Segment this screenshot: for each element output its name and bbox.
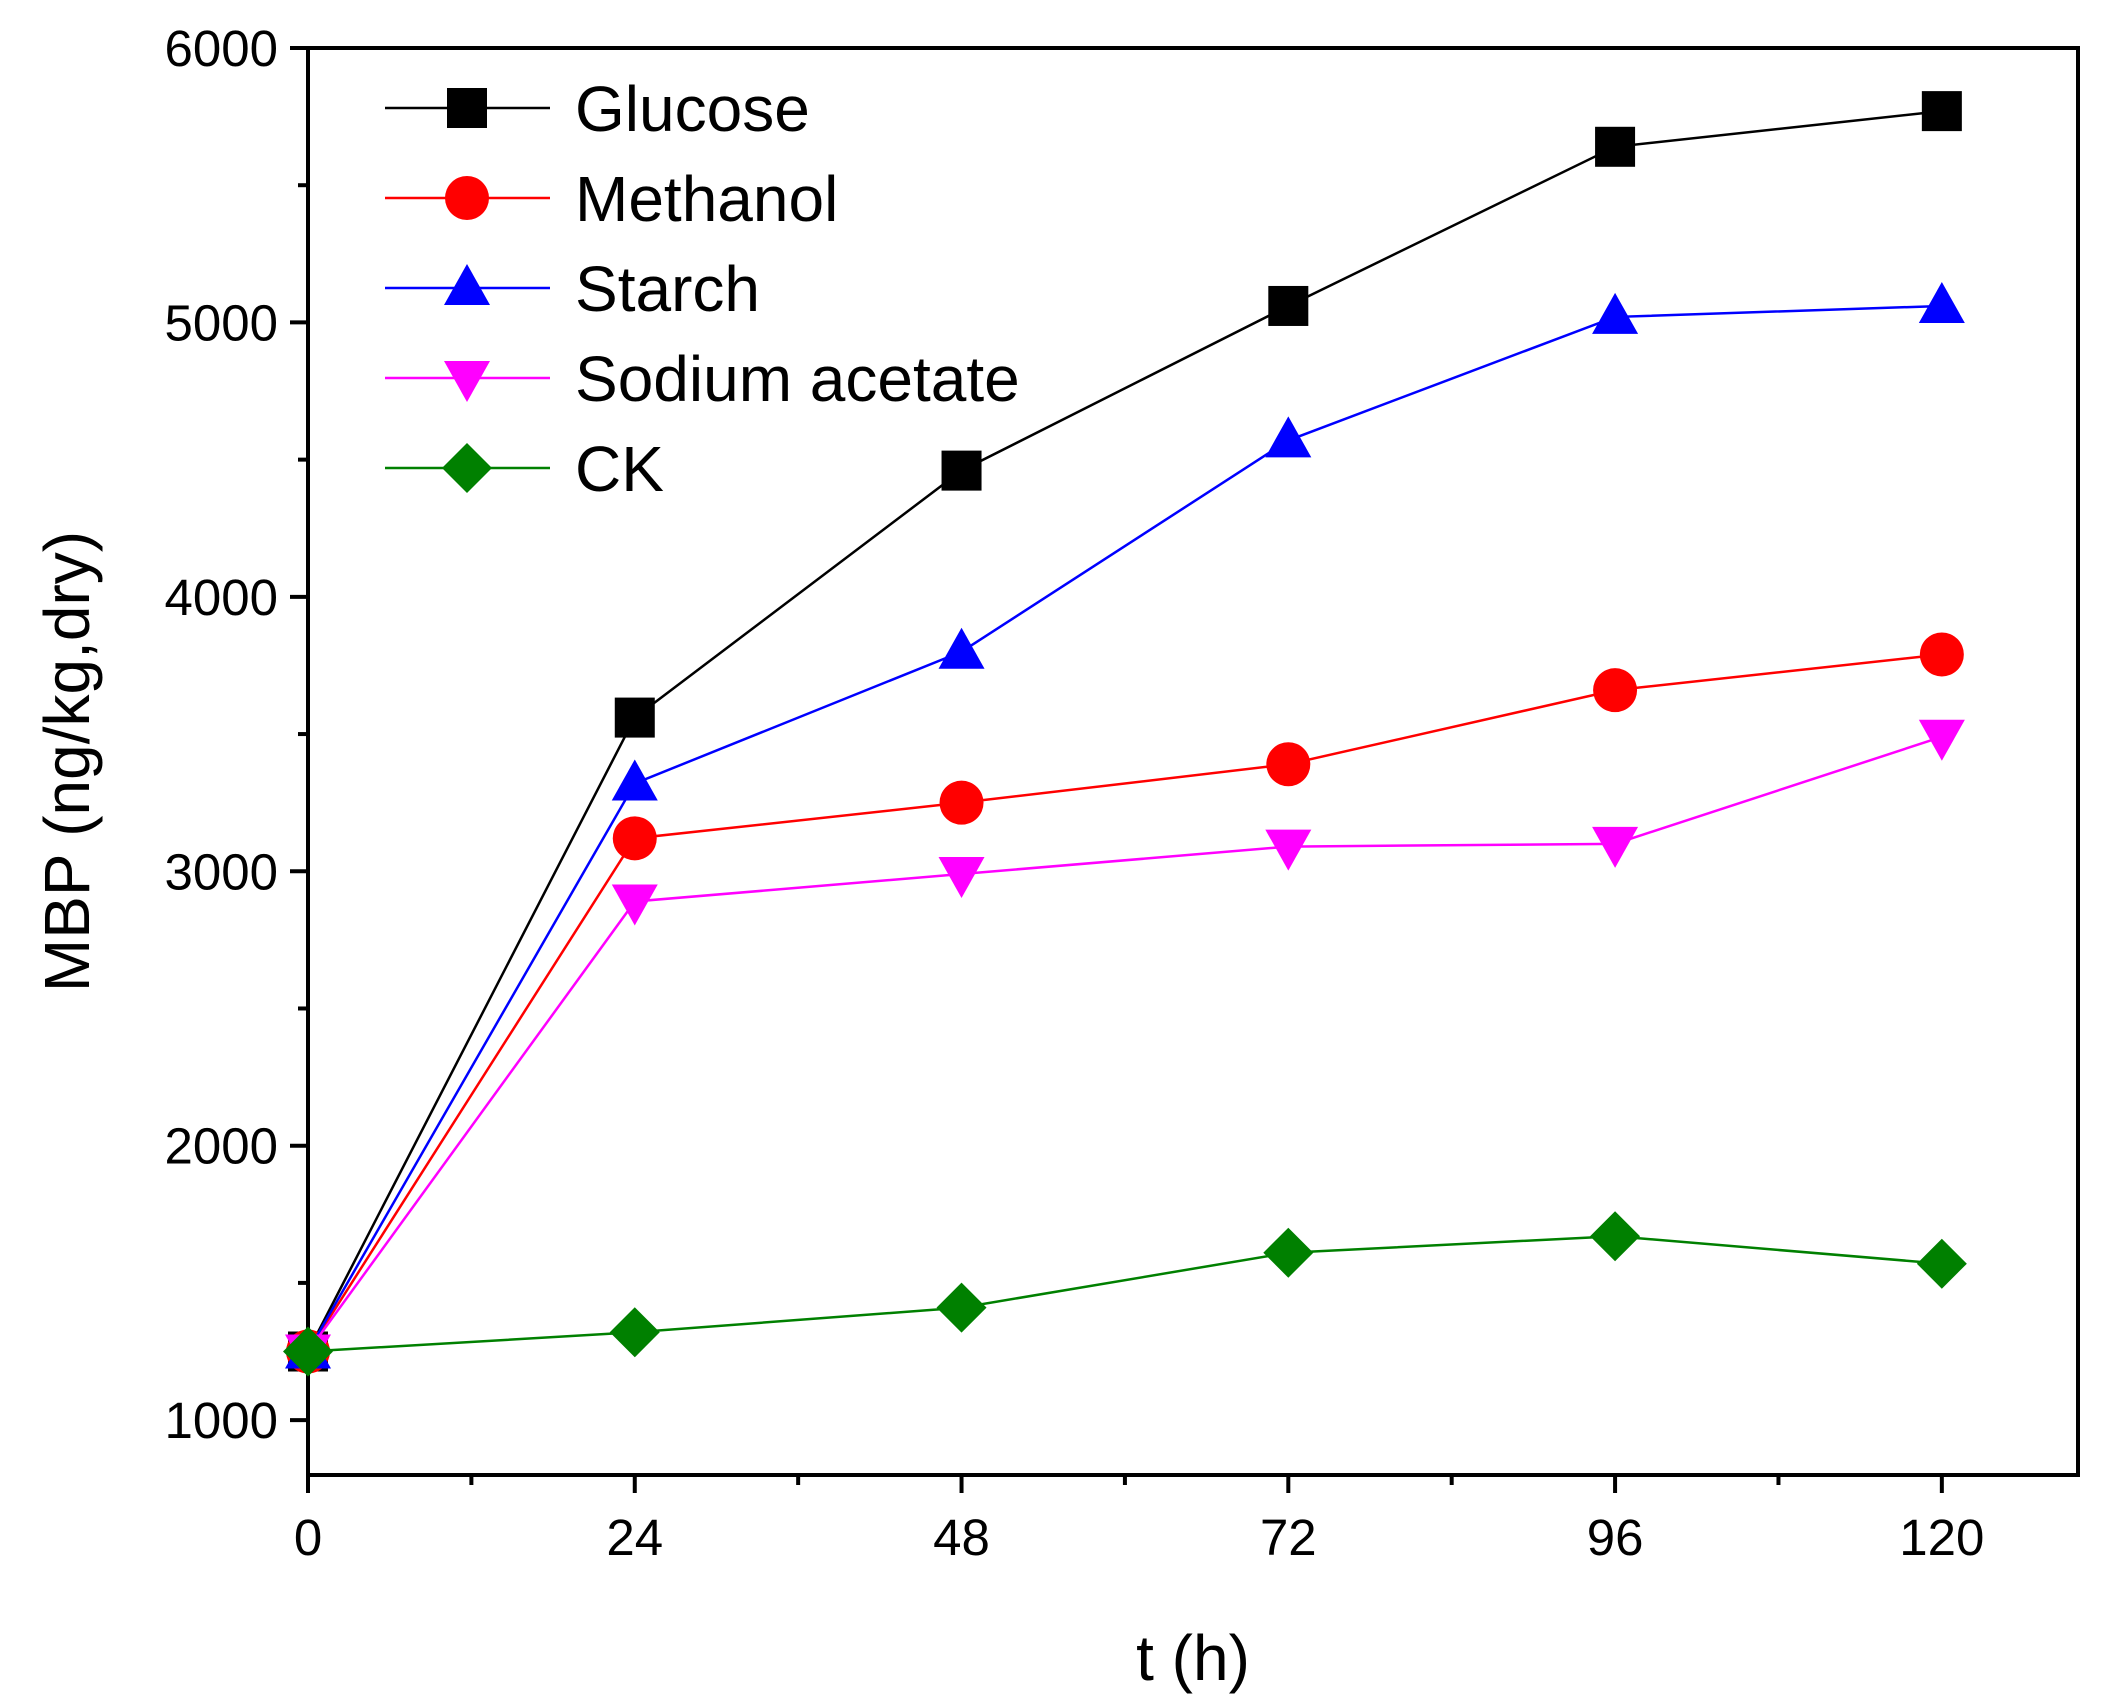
data-point-starch	[938, 627, 985, 669]
data-point-sodium-acetate	[611, 884, 658, 926]
data-point-methanol	[939, 780, 984, 825]
series-line-glucose	[306, 109, 1942, 1353]
series-line-ck	[307, 1234, 1942, 1353]
data-point-sodium-acetate	[1918, 719, 1965, 761]
data-point-ck	[1916, 1238, 1967, 1289]
series-starch	[285, 281, 1965, 1369]
data-point-glucose	[941, 450, 982, 491]
data-point-starch	[1918, 281, 1965, 323]
x-tick-label: 96	[1587, 1509, 1644, 1566]
legend: Glucose Methanol Starch Sodium acetate CK	[385, 73, 1020, 505]
x-tick-label: 120	[1899, 1509, 1984, 1566]
data-point-methanol	[612, 816, 657, 861]
data-point-glucose	[1595, 126, 1636, 167]
series-layer	[283, 91, 1967, 1377]
series-glucose	[288, 91, 1962, 1372]
data-point-glucose	[1921, 91, 1962, 132]
x-axis-title: t (h)	[1136, 1622, 1250, 1694]
y-tick-label: 1000	[165, 1392, 278, 1449]
data-point-sodium-acetate	[1592, 826, 1639, 868]
legend-swatch-marker	[444, 264, 490, 305]
data-point-glucose	[1268, 285, 1309, 326]
legend-swatch-marker	[447, 88, 487, 128]
y-tick-label: 5000	[165, 294, 278, 351]
data-point-ck	[609, 1307, 660, 1358]
data-point-methanol	[1593, 668, 1638, 713]
plot-frame	[306, 46, 2080, 1477]
x-tick-label: 24	[606, 1509, 663, 1566]
legend-label: Starch	[575, 253, 760, 325]
data-point-ck	[936, 1282, 987, 1333]
data-point-ck	[283, 1326, 333, 1377]
legend-item-starch: Starch	[385, 253, 760, 325]
data-point-methanol	[1266, 742, 1311, 787]
legend-item-glucose: Glucose	[385, 73, 810, 145]
legend-swatch-marker	[444, 361, 490, 402]
data-point-starch	[1265, 416, 1312, 458]
legend-label: Glucose	[575, 73, 810, 145]
data-point-ck	[1263, 1227, 1314, 1278]
y-axis-title: MBP (ng/kg,dry)	[31, 531, 103, 992]
series-ck	[283, 1211, 1967, 1377]
legend-label: Sodium acetate	[575, 343, 1020, 415]
legend-swatch-marker	[442, 443, 492, 493]
x-tick-label: 48	[933, 1509, 990, 1566]
series-methanol	[286, 632, 1964, 1374]
y-tick-label: 3000	[165, 843, 278, 900]
legend-item-ck: CK	[385, 433, 664, 505]
series-sodium-acetate	[285, 719, 1965, 1376]
x-tick-label: 72	[1260, 1509, 1317, 1566]
legend-swatch-marker	[445, 176, 489, 220]
data-point-ck	[1590, 1211, 1641, 1262]
series-line-methanol	[306, 653, 1942, 1353]
data-point-sodium-acetate	[1265, 829, 1312, 871]
y-tick-label: 6000	[165, 20, 278, 77]
data-point-sodium-acetate	[938, 857, 985, 899]
y-tick-label: 4000	[165, 569, 278, 626]
data-point-starch	[611, 759, 658, 801]
legend-label: CK	[575, 433, 664, 505]
legend-item-methanol: Methanol	[385, 163, 838, 235]
data-point-starch	[1592, 292, 1639, 334]
series-line-sodium-acetate	[306, 735, 1943, 1353]
legend-item-sodium-acetate: Sodium acetate	[385, 343, 1020, 415]
axes: 0 24 48 72 96 120 1000 2000 3000 4000 5000 6000	[165, 20, 2080, 1566]
legend-label: Methanol	[575, 163, 838, 235]
data-point-glucose	[614, 697, 655, 738]
x-tick-label: 0	[294, 1509, 322, 1566]
series-line-starch	[306, 304, 1942, 1353]
y-tick-label: 2000	[165, 1118, 278, 1175]
data-point-methanol	[1919, 632, 1964, 677]
